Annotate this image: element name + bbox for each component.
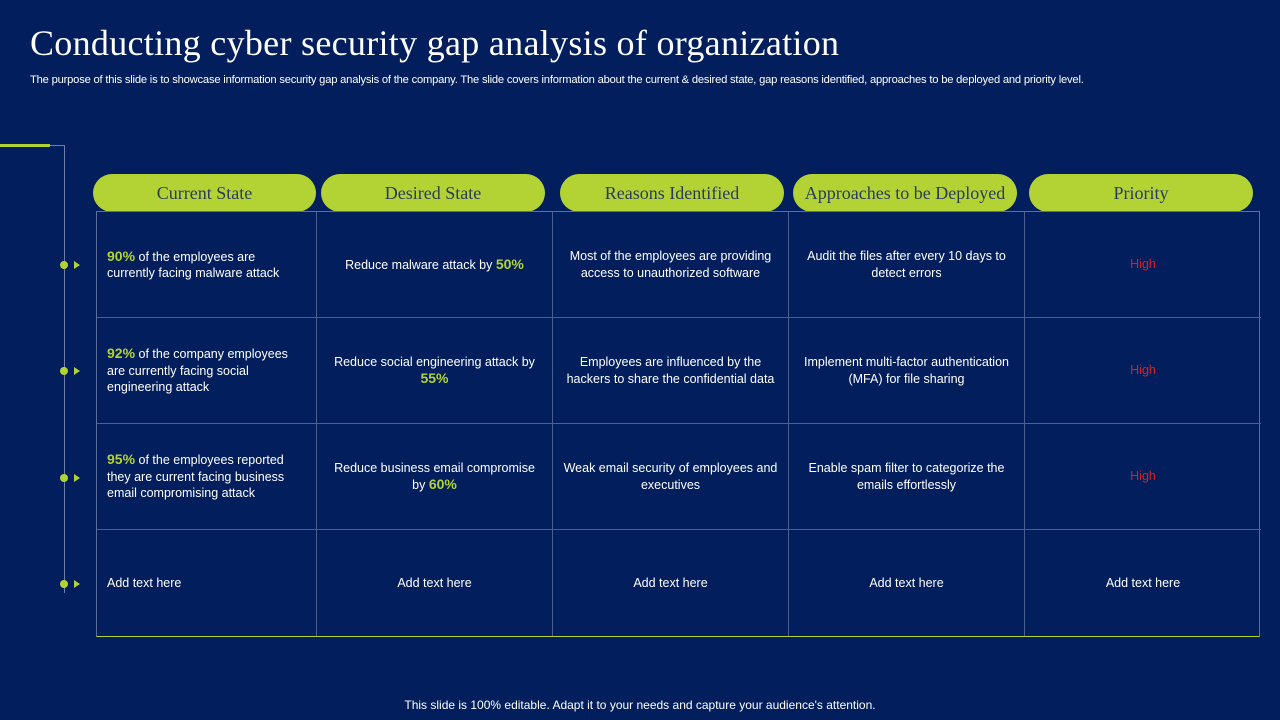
header-priority: Priority [1029, 174, 1253, 212]
cell-desired-state: Reduce business email compromise by 60% [317, 424, 553, 530]
slide-title: Conducting cyber security gap analysis o… [30, 23, 840, 63]
current-text: of the employees reported they are curre… [107, 453, 285, 501]
accent-line [0, 144, 50, 147]
cell-priority: Add text here [1105, 575, 1181, 590]
cell-desired-state: Reduce social engineering attack by 55% [317, 318, 553, 424]
current-percent: 92% [107, 345, 136, 362]
current-percent: 90% [107, 247, 136, 264]
row-marker-3 [60, 472, 90, 484]
cell-reason: Most of the employees are providing acce… [553, 212, 789, 318]
cell-desired-state: Reduce malware attack by 50% [317, 212, 553, 318]
dot-icon [60, 474, 68, 482]
desired-text: Reduce business email compromise by [334, 460, 535, 493]
cell-approach: Audit the files after every 10 days to d… [789, 212, 1025, 318]
header-current-state: Current State [93, 174, 316, 212]
arrow-right-icon [74, 580, 80, 588]
gap-analysis-table: 90% of the employees are currently facin… [96, 211, 1261, 637]
row-marker-4 [60, 578, 90, 590]
cell-current-state: 92% of the company employees are current… [97, 318, 317, 424]
cell-reason: Add text here [553, 530, 789, 636]
header-reasons-identified: Reasons Identified [560, 174, 784, 212]
cell-approach: Add text here [789, 530, 1025, 636]
desired-percent: 55% [420, 370, 449, 386]
header-desired-state: Desired State [321, 174, 545, 212]
cell-priority: High [1025, 424, 1261, 530]
slide-subtitle: The purpose of this slide is to showcase… [30, 74, 1084, 86]
footer-note: This slide is 100% editable. Adapt it to… [404, 698, 876, 712]
cell-priority: High [1025, 318, 1261, 424]
row-marker-2 [60, 365, 90, 377]
desired-text: Reduce social engineering attack by [334, 354, 535, 369]
cell-current-state: 90% of the employees are currently facin… [97, 212, 317, 318]
arrow-right-icon [74, 367, 80, 375]
current-percent: 95% [107, 451, 136, 468]
current-text: of the employees are currently facing ma… [107, 249, 280, 281]
dot-icon [60, 367, 68, 375]
dot-icon [60, 261, 68, 269]
arrow-right-icon [74, 474, 80, 482]
cell-desired-state: Add text here [317, 530, 553, 636]
cell-priority: High [1025, 212, 1261, 318]
timeline-connector [50, 145, 65, 146]
current-text: of the company employees are currently f… [107, 347, 288, 395]
cell-reason: Weak email security of employees and exe… [553, 424, 789, 530]
desired-percent: 60% [428, 476, 457, 492]
cell-approach: Implement multi-factor authentication (M… [789, 318, 1025, 424]
cell-current-state: Add text here [97, 530, 317, 636]
desired-text: Reduce malware attack by [345, 257, 496, 272]
cell-current-state: 95% of the employees reported they are c… [97, 424, 317, 530]
arrow-right-icon [74, 261, 80, 269]
dot-icon [60, 580, 68, 588]
row-marker-1 [60, 259, 90, 271]
cell-approach: Enable spam filter to categorize the ema… [789, 424, 1025, 530]
desired-percent: 50% [495, 255, 524, 272]
header-approaches: Approaches to be Deployed [793, 174, 1017, 212]
cell-reason: Employees are influenced by the hackers … [553, 318, 789, 424]
